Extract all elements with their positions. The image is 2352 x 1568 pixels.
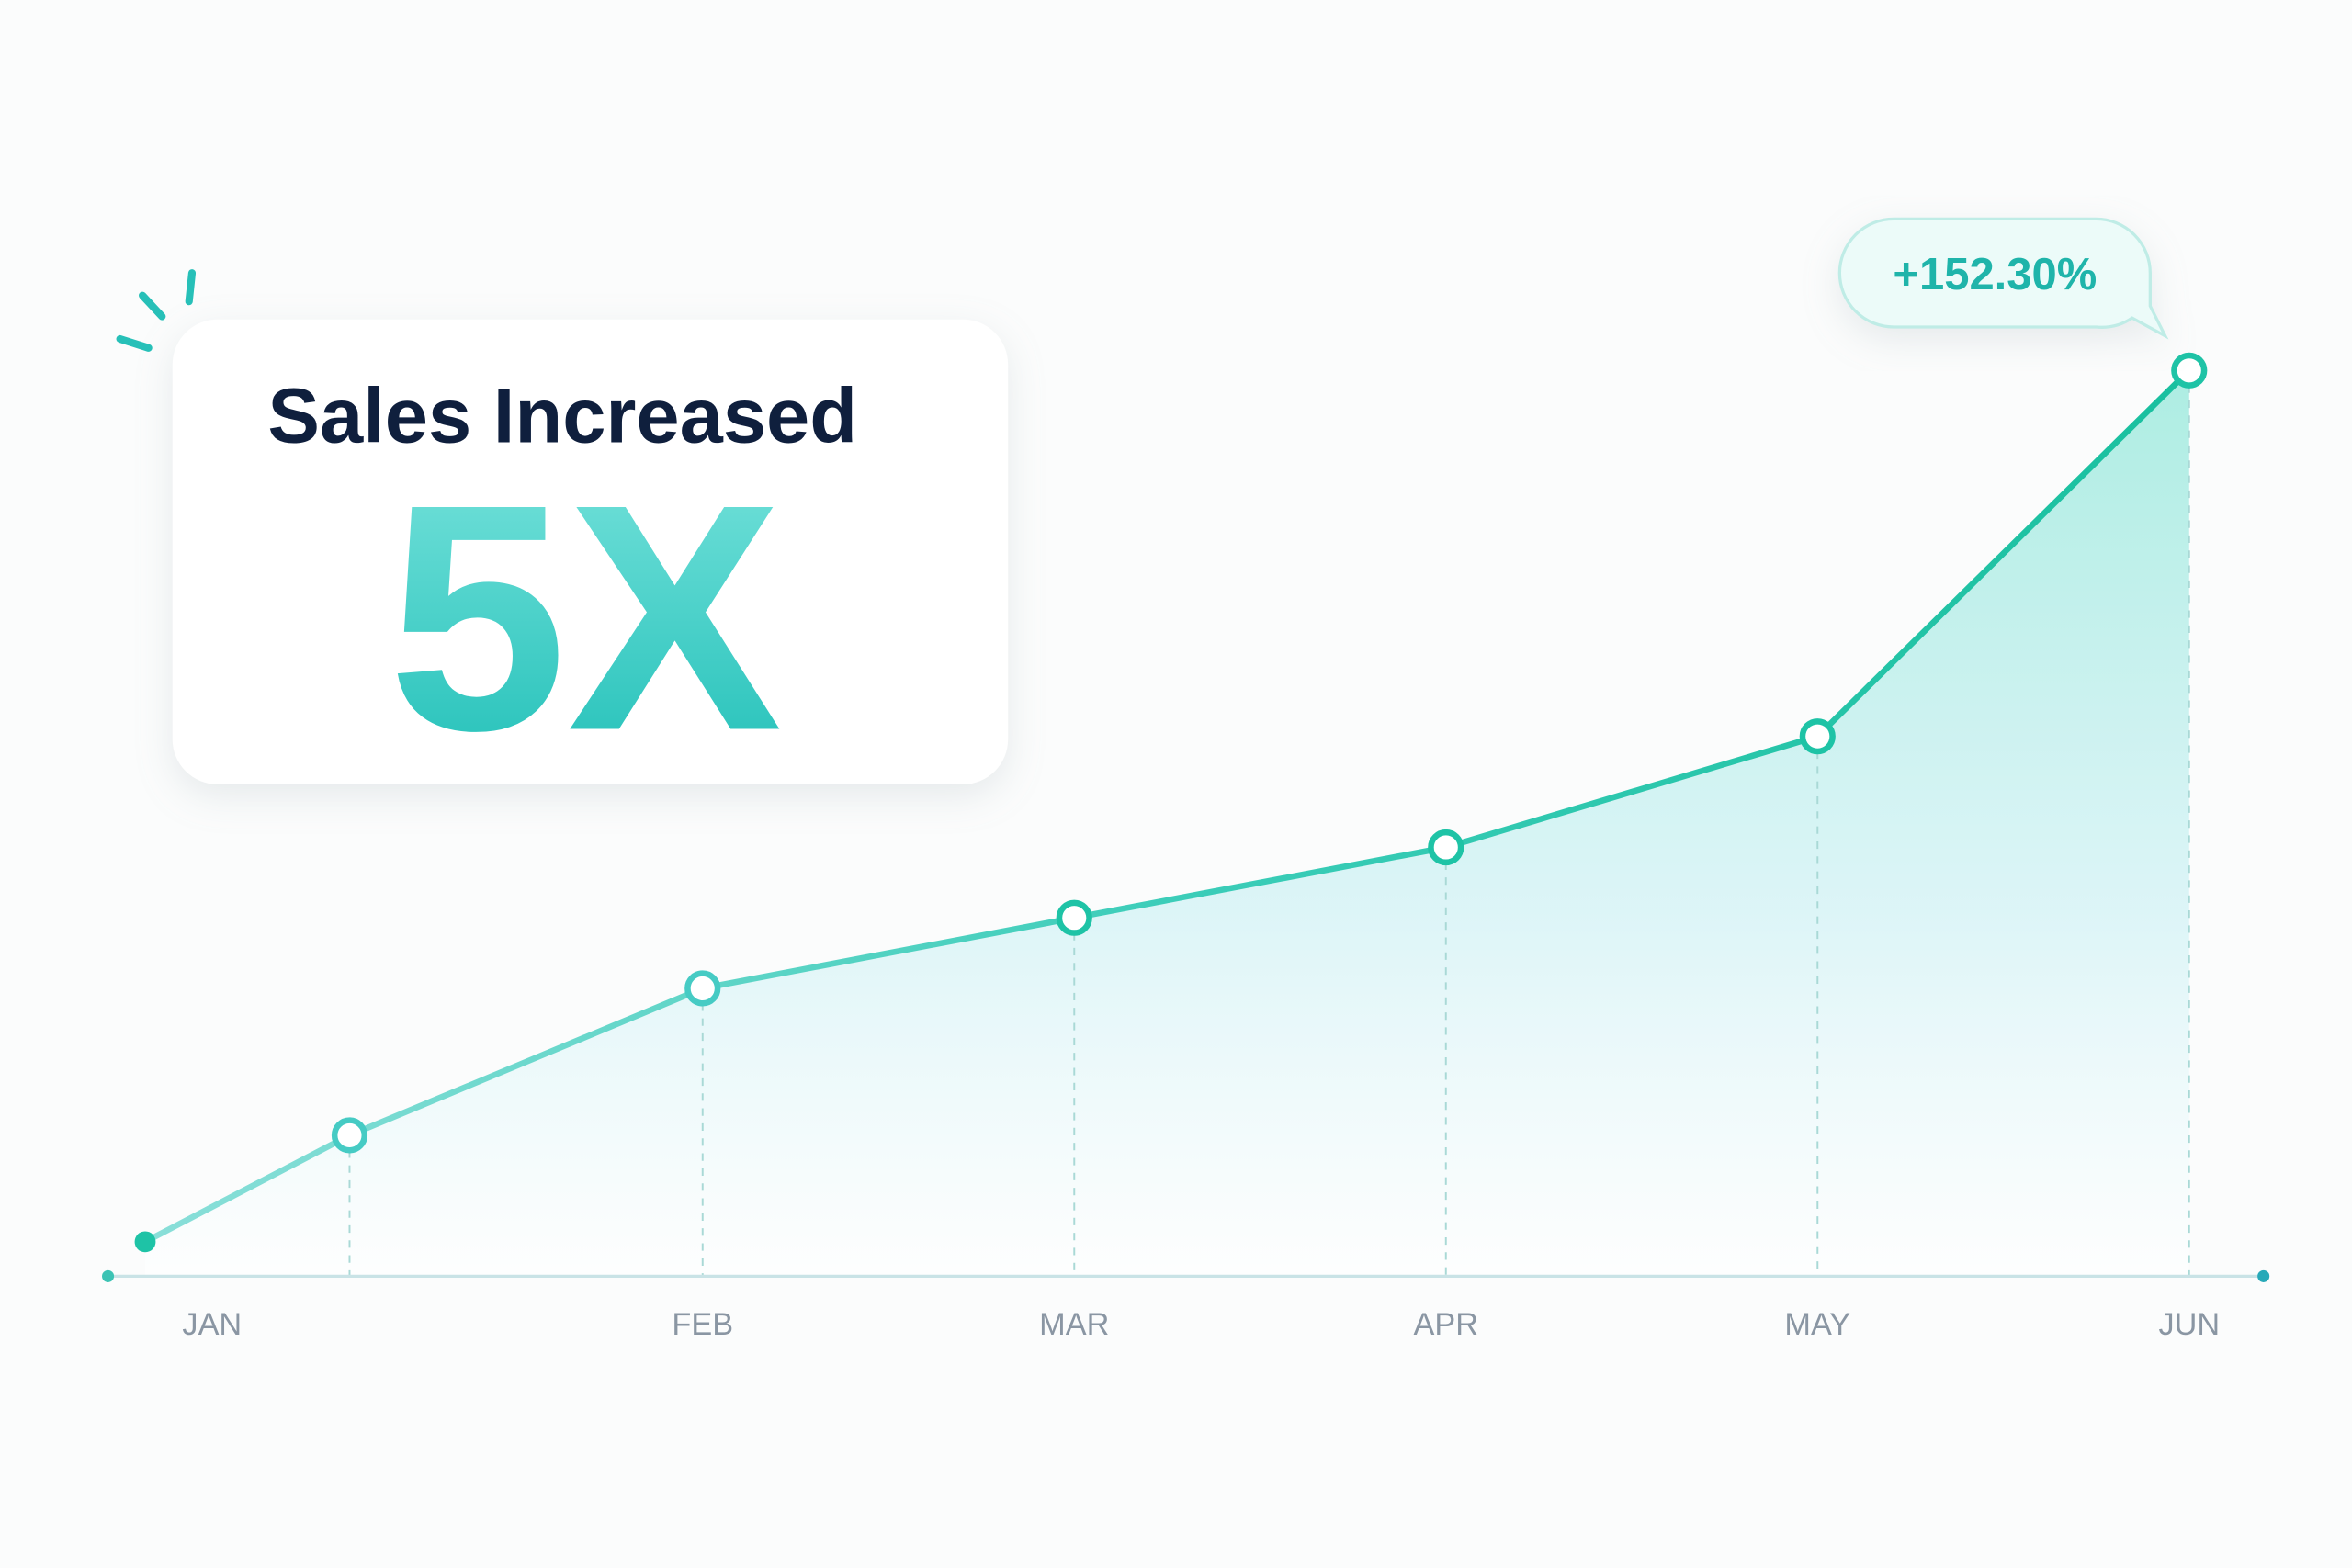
- annotation-bubble: [1838, 217, 2169, 340]
- x-tick-label: JUN: [2158, 1307, 2220, 1342]
- point: [2171, 352, 2208, 389]
- spark-marks: [116, 269, 197, 352]
- headline-card: [172, 319, 1009, 784]
- headline: 5X: [388, 438, 784, 798]
- axis-end: [102, 1269, 115, 1282]
- point: [331, 1117, 368, 1154]
- bubble-shape: [1838, 217, 2169, 340]
- area: [145, 370, 2189, 1277]
- x-tick-label: FEB: [672, 1307, 733, 1342]
- x-tick-label: MAY: [1784, 1307, 1850, 1342]
- point: [684, 970, 721, 1007]
- point: [1428, 829, 1464, 866]
- point: [134, 1231, 156, 1253]
- chart-title: Sales Increased: [267, 372, 857, 459]
- x-tick-label: MAR: [1039, 1307, 1109, 1342]
- axis-end: [2257, 1269, 2270, 1282]
- x-tick-label: JAN: [182, 1307, 242, 1342]
- annotation: +152.30%: [1893, 250, 2097, 299]
- point: [1799, 718, 1836, 755]
- plot-area: JAN FEB MAR APR MAY JUN: [102, 352, 2270, 1342]
- point: [1056, 899, 1092, 936]
- x-tick-label: APR: [1414, 1307, 1478, 1342]
